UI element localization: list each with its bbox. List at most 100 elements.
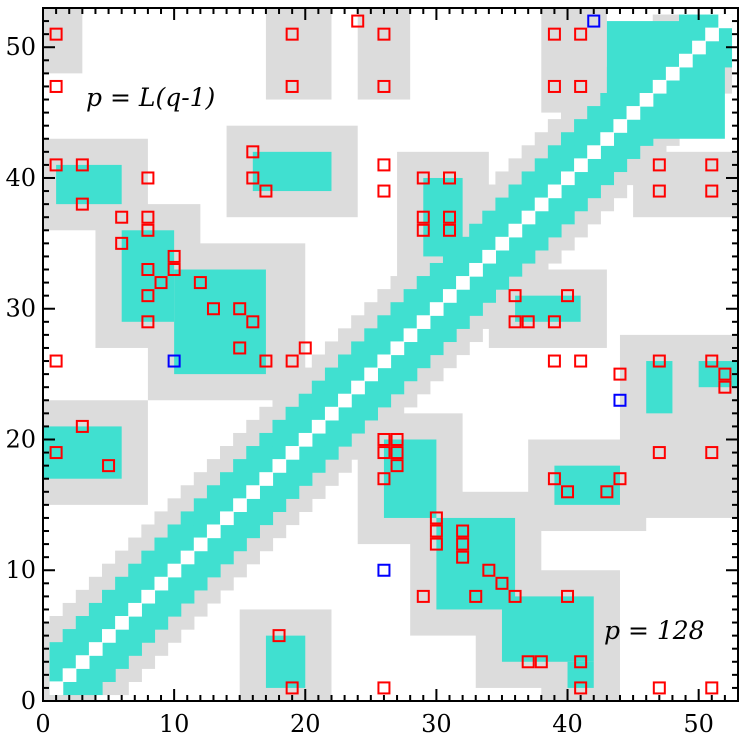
contact-cell-cyan <box>587 119 601 133</box>
contact-cell-cyan <box>259 485 274 499</box>
contact-cell-cyan <box>560 197 575 212</box>
contact-cell-cyan <box>75 668 90 682</box>
contact-block-cyan <box>43 426 122 479</box>
contact-cell-cyan <box>547 223 562 238</box>
contact-cell-cyan <box>600 158 615 173</box>
contact-cell-cyan <box>429 262 444 277</box>
contact-cell-gray <box>377 289 392 303</box>
predicted-contact-red <box>600 485 614 499</box>
contact-cell-cyan <box>233 537 247 552</box>
contact-cell-cyan <box>311 459 326 473</box>
contact-cell-cyan <box>495 276 510 290</box>
contact-block-cyan <box>265 635 306 688</box>
contact-cell-cyan <box>324 432 339 447</box>
diagonal-cell <box>587 145 601 159</box>
contact-cell-cyan <box>390 367 405 382</box>
axes: 0 10 20 30 40 50 0 10 20 30 40 50 <box>5 7 739 738</box>
diagonal-cell <box>180 550 195 565</box>
annotation-upper-left: p = L(q-1) <box>86 83 215 112</box>
predicted-contact-red <box>233 302 247 316</box>
contact-cell-cyan <box>259 459 274 473</box>
contact-cell-cyan <box>482 262 497 277</box>
contact-cell-cyan <box>442 328 457 343</box>
predicted-contact-red <box>141 223 155 237</box>
contact-cell-cyan <box>246 524 260 539</box>
contact-cell-cyan <box>338 419 352 434</box>
diagonal-cell <box>390 341 405 356</box>
contact-cell-cyan <box>442 315 457 329</box>
contact-cell-gray <box>534 145 549 159</box>
contact-cell-gray <box>141 655 156 669</box>
contact-cell-cyan <box>115 576 129 591</box>
contact-cell-gray <box>128 550 142 565</box>
contact-cell-cyan <box>495 262 510 277</box>
contact-cell-gray <box>574 210 588 225</box>
contact-cell-cyan <box>62 629 77 643</box>
contact-cell-cyan <box>521 223 536 238</box>
contact-cell-cyan <box>272 498 287 513</box>
contact-cell-cyan <box>206 498 221 513</box>
predicted-contact-red <box>193 276 207 290</box>
contact-cell-cyan <box>180 537 195 552</box>
diagonal-cell <box>639 92 654 107</box>
diagonal-cell <box>600 132 615 146</box>
predicted-contact-red <box>49 158 63 172</box>
predicted-contact-red <box>167 249 181 263</box>
contact-cell-cyan <box>167 537 182 552</box>
contact-block-cyan <box>252 151 332 192</box>
contact-cell-cyan <box>390 315 405 329</box>
predicted-contact-red <box>259 184 273 198</box>
contact-cell-cyan <box>351 406 365 421</box>
diagonal-cell <box>469 262 483 277</box>
contact-cell-gray <box>220 446 234 460</box>
contact-cell-cyan <box>560 210 575 225</box>
contact-cell-cyan <box>377 393 392 408</box>
contact-cell-cyan <box>154 589 169 604</box>
contact-cell-cyan <box>311 406 326 421</box>
contact-cell-gray <box>88 576 103 591</box>
contact-cell-cyan <box>587 106 601 120</box>
contact-cell-cyan <box>377 315 392 329</box>
contact-cell-cyan <box>482 210 497 225</box>
contact-cell-gray <box>534 249 549 264</box>
contact-cell-cyan <box>102 642 116 656</box>
contact-block-cyan <box>56 164 122 205</box>
contact-cell-cyan <box>220 550 234 565</box>
contact-cell-gray <box>298 498 313 513</box>
predicted-contact-red <box>141 210 155 224</box>
contact-cell-gray <box>167 629 182 643</box>
predicted-contact-red <box>259 354 273 368</box>
contact-cell-cyan <box>49 655 64 669</box>
contact-cell-cyan <box>206 550 221 565</box>
predicted-contact-red <box>141 171 155 185</box>
contact-cell-gray <box>115 668 129 682</box>
diagonal-cell <box>364 367 378 382</box>
contact-cell-cyan <box>102 616 116 630</box>
contact-block-cyan <box>383 439 437 518</box>
contact-cell-cyan <box>508 197 523 212</box>
contact-block-gray <box>43 8 83 74</box>
predicted-contact-red <box>75 419 89 433</box>
contact-cell-cyan <box>338 380 352 395</box>
contact-cell-cyan <box>115 629 129 643</box>
contact-cell-cyan <box>495 249 510 264</box>
contact-cell-cyan <box>75 616 90 630</box>
x-tick-label: 40 <box>552 710 583 738</box>
contact-cell-cyan <box>403 302 418 316</box>
contact-cell-cyan <box>547 210 562 225</box>
contact-cell-cyan <box>390 328 405 343</box>
diagonal-cell <box>560 171 575 186</box>
contact-cell-cyan <box>416 341 431 356</box>
predicted-contact-red <box>429 537 443 551</box>
contact-cell-gray <box>338 341 352 356</box>
contact-cell-cyan <box>49 642 64 656</box>
contact-cell-cyan <box>377 341 392 356</box>
contact-cell-cyan <box>88 681 103 696</box>
contact-cell-cyan <box>456 315 470 329</box>
contact-cell-cyan <box>193 550 208 565</box>
diagonal-cell <box>167 563 182 578</box>
predicted-contact-red <box>534 655 548 669</box>
contact-block-cyan <box>423 177 463 257</box>
contact-cell-cyan <box>364 380 378 395</box>
contact-cell-cyan <box>115 655 129 669</box>
